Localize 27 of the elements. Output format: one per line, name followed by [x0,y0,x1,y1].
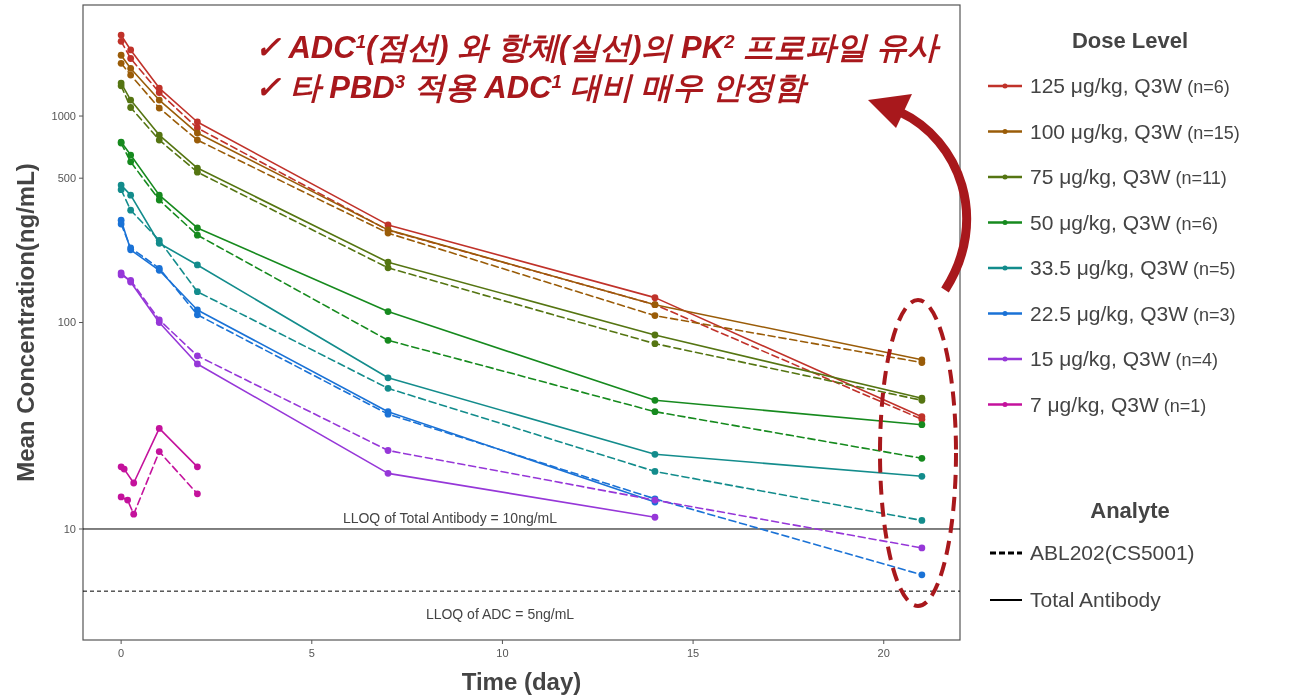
x-tick-label: 15 [686,647,700,659]
ref-line-label: LLOQ of ADC = 5ng/mL [425,606,575,623]
x-tick-label: 5 [308,647,315,659]
legend-label: 22.5 μg/kg, Q3W (n=3) [1030,301,1236,325]
x-tick-label: 10 [496,647,509,659]
x-axis-title: Time (day) [461,668,582,695]
y-tick-label: 100 [57,316,76,329]
legend-label: 75 μg/kg, Q3W (n=11) [1030,165,1227,189]
legend-label: 33.5 μg/kg, Q3W (n=5) [1030,256,1236,280]
text: Total Antibody [1030,588,1162,612]
ref-line-label: LLOQ of Total Antibody = 10ng/mL [342,510,558,526]
y-axis-title: Mean Concentration(ng/mL) [12,163,39,482]
text: Analyte [1090,498,1170,523]
y-tick-label: 500 [57,172,76,185]
x-tick-label: 20 [877,647,890,659]
legend-title: Dose Level [1071,28,1189,53]
legend-label: 100 μg/kg, Q3W (n=15) [1030,119,1240,143]
legend-label: 7 μg/kg, Q3W (n=1) [1030,392,1207,416]
y-tick-label: 1000 [51,109,76,122]
text: ABL202(CS5001) [1030,541,1195,565]
annotation: ✓ ADC$^{1}$(점선) 와 항체(실선)의 PK$^{2}$ 프로파일 유사 [255,30,941,65]
y-tick-label: 10 [63,522,76,535]
annotation: ✓ 타 PBD$^{3}$ 적용 ADC$^{1}$ 대비 매우 안정함 [255,70,809,105]
x-tick-label: 0 [118,647,125,659]
legend-label: 50 μg/kg, Q3W (n=6) [1030,210,1219,234]
legend-label: 15 μg/kg, Q3W (n=4) [1030,347,1219,371]
legend-label: 125 μg/kg, Q3W (n=6) [1030,74,1230,98]
